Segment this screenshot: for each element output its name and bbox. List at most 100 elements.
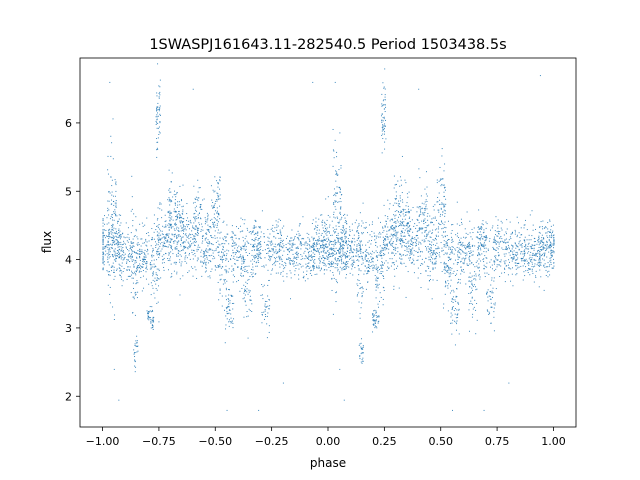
data-point	[425, 204, 427, 206]
data-point	[480, 228, 482, 230]
data-point	[380, 267, 382, 269]
data-point	[244, 289, 246, 291]
data-point	[382, 125, 384, 127]
data-point	[467, 246, 469, 248]
data-point	[209, 277, 211, 279]
data-point	[522, 260, 524, 262]
data-point	[202, 199, 204, 201]
data-point	[312, 252, 314, 254]
data-point	[360, 251, 362, 253]
data-point	[361, 338, 363, 340]
data-point	[362, 348, 364, 350]
data-point	[314, 249, 316, 251]
data-point	[204, 238, 206, 240]
data-point	[346, 236, 348, 238]
data-point	[436, 252, 438, 254]
data-point	[190, 266, 192, 268]
data-point	[438, 209, 440, 211]
data-point	[201, 236, 203, 238]
data-point	[356, 255, 358, 257]
data-point	[441, 221, 443, 223]
data-point	[478, 254, 480, 256]
data-point	[455, 295, 457, 297]
data-point	[219, 180, 221, 182]
data-point	[229, 289, 230, 291]
data-point	[145, 244, 147, 246]
data-point	[322, 255, 324, 257]
data-point	[347, 261, 349, 263]
data-point	[427, 246, 429, 248]
data-point	[419, 210, 421, 212]
data-point	[342, 248, 344, 250]
data-point	[550, 229, 552, 231]
data-point	[128, 269, 130, 271]
data-point	[417, 219, 419, 221]
data-point	[470, 251, 472, 253]
data-point	[121, 250, 123, 252]
data-point	[407, 232, 409, 234]
data-point	[202, 253, 204, 255]
data-point	[150, 317, 152, 319]
data-point	[180, 216, 182, 218]
data-point	[459, 248, 461, 250]
data-point	[336, 237, 338, 239]
data-point	[261, 314, 263, 316]
data-point	[424, 240, 426, 242]
data-point	[177, 229, 179, 231]
data-point	[323, 248, 325, 250]
data-point	[353, 256, 355, 258]
data-point	[387, 216, 389, 218]
data-point	[329, 242, 331, 244]
data-point	[435, 257, 437, 259]
data-point	[293, 239, 295, 241]
data-point	[311, 222, 313, 224]
data-point	[421, 220, 423, 222]
data-point	[408, 211, 410, 213]
data-point	[102, 256, 104, 258]
data-point	[180, 263, 182, 265]
data-point	[139, 249, 141, 251]
data-point	[203, 253, 205, 255]
data-point	[407, 226, 409, 228]
data-point	[426, 225, 428, 227]
data-point	[472, 308, 474, 310]
data-point	[251, 274, 253, 276]
data-point	[494, 304, 496, 306]
data-point	[243, 246, 245, 248]
data-point	[267, 236, 269, 238]
data-point	[225, 328, 227, 330]
data-point	[447, 220, 449, 222]
data-point	[491, 268, 493, 270]
data-point	[548, 239, 550, 241]
data-point	[243, 262, 245, 264]
data-point	[272, 230, 274, 232]
data-point	[209, 248, 211, 250]
data-point	[345, 240, 347, 242]
data-point	[345, 268, 347, 270]
data-point	[218, 251, 220, 253]
data-point	[478, 244, 480, 246]
data-point	[173, 242, 175, 244]
data-point	[382, 249, 384, 251]
data-point	[431, 298, 433, 300]
data-point	[250, 272, 252, 274]
data-point	[135, 366, 137, 368]
data-point	[517, 257, 519, 259]
data-point	[160, 238, 162, 240]
data-point	[493, 311, 495, 313]
data-point	[481, 245, 483, 247]
data-point	[260, 294, 262, 296]
data-point	[504, 268, 506, 270]
data-point	[421, 227, 423, 229]
data-point	[294, 252, 296, 254]
data-point	[116, 254, 118, 256]
data-point	[457, 278, 459, 280]
data-point	[326, 231, 328, 233]
data-point	[416, 211, 418, 213]
data-point	[315, 217, 317, 219]
data-point	[471, 275, 473, 277]
data-point	[489, 290, 491, 292]
data-point	[221, 259, 223, 261]
data-point	[169, 191, 171, 193]
data-point	[249, 310, 251, 312]
